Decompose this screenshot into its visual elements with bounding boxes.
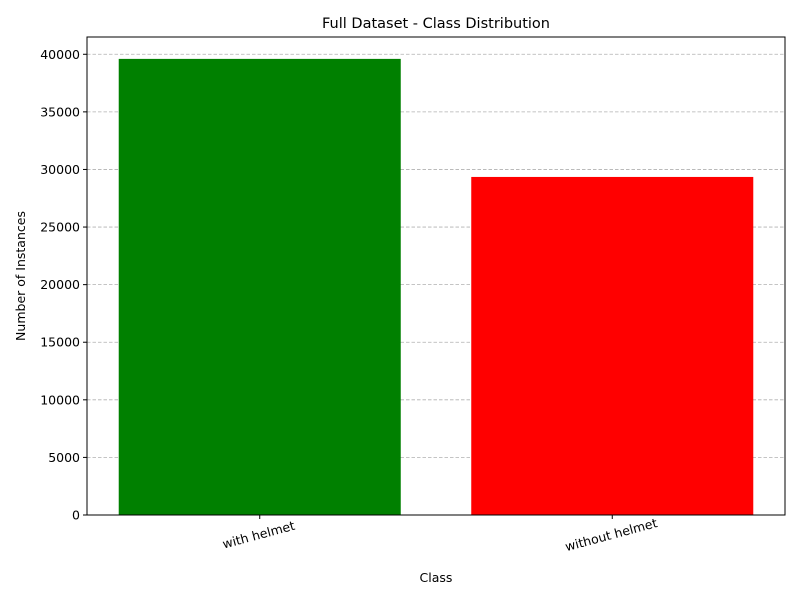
bar-with-helmet: [118, 58, 401, 515]
y-tick-label: 30000: [40, 162, 80, 177]
y-tick-label: 5000: [48, 450, 80, 465]
x-axis-label: Class: [420, 570, 453, 585]
plot-frame: [86, 36, 786, 516]
y-tick-label: 40000: [40, 47, 80, 62]
bar-without-helmet: [471, 176, 754, 515]
chart-title: Full Dataset - Class Distribution: [322, 16, 550, 32]
x-tick-label: with helmet: [221, 518, 297, 552]
x-tick-label: without helmet: [563, 515, 659, 554]
y-tick-label: 25000: [40, 220, 80, 235]
y-tick-label: 10000: [40, 392, 80, 407]
y-axis-ticks: 0 5000 10000 15000 20000 25000 30000 35000 40000: [40, 47, 87, 523]
y-tick-label: 0: [72, 508, 80, 523]
y-tick-label: 20000: [40, 277, 80, 292]
y-tick-label: 15000: [40, 335, 80, 350]
bars: [118, 58, 754, 515]
y-axis-label: Number of Instances: [13, 211, 28, 341]
x-axis-ticks: with helmet without helmet: [221, 515, 659, 554]
y-tick-label: 35000: [40, 104, 80, 119]
